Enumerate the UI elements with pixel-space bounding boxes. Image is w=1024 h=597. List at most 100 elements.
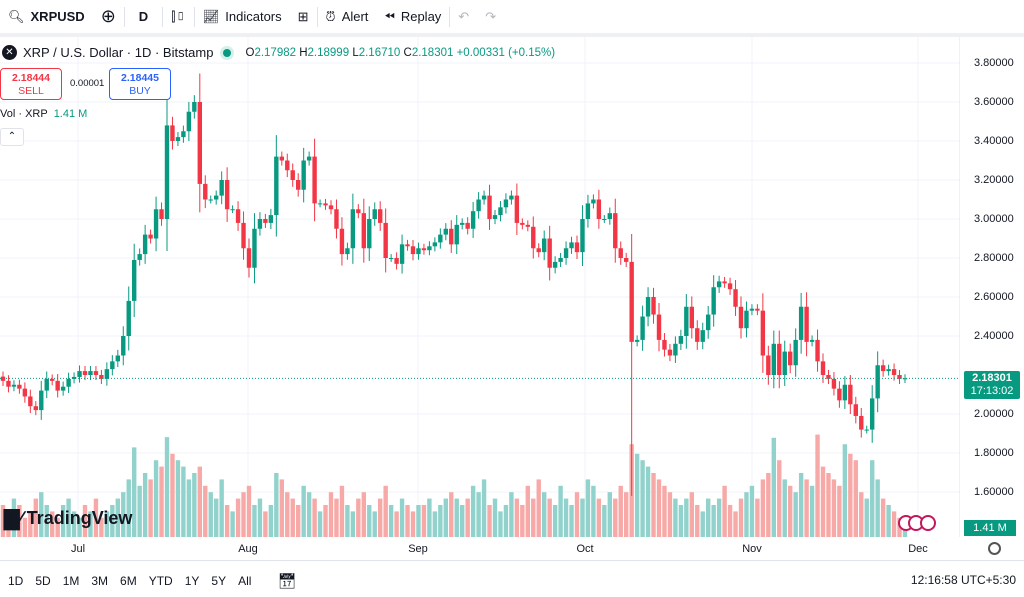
sell-button[interactable]: 2.18444 SELL: [0, 68, 62, 100]
volume-bar: [771, 437, 776, 537]
candle-body: [121, 336, 126, 356]
volume-bar: [891, 511, 897, 537]
candle-body: [405, 244, 410, 247]
clock[interactable]: 12:16:58 UTC+5:30: [910, 573, 1016, 587]
symbol-legend: ✕ XRP / U.S. Dollar · 1D · Bitstamp O2.1…: [2, 45, 555, 60]
candle-body: [339, 228, 345, 255]
candle-body: [738, 306, 744, 329]
chart-type-button[interactable]: ⫿▯: [163, 0, 194, 33]
time-tick: Oct: [576, 543, 594, 555]
volume-bar: [170, 453, 175, 537]
candle-body: [427, 246, 432, 251]
volume-bar: [306, 492, 312, 537]
candle-body: [60, 386, 66, 391]
time-tick: Aug: [238, 543, 258, 555]
candle-body: [487, 195, 492, 219]
market-open-icon: [223, 48, 232, 57]
range-button-3m[interactable]: 3M: [91, 574, 109, 588]
symbol-title[interactable]: XRP / U.S. Dollar · 1D · Bitstamp: [23, 45, 214, 60]
candle-body: [137, 254, 142, 260]
candle-body: [525, 224, 530, 227]
alarm-icon: ⏰︎: [325, 8, 336, 24]
compare-button[interactable]: ⊕: [93, 0, 124, 33]
candle-body: [870, 398, 875, 430]
volume-bar: [481, 479, 487, 537]
candle-body: [263, 219, 268, 223]
volume-bar: [711, 505, 716, 537]
volume-bar: [274, 473, 279, 537]
candle-body: [667, 349, 673, 356]
candle-body: [700, 330, 705, 342]
range-button-5y[interactable]: 5Y: [211, 574, 227, 588]
price-chart[interactable]: [0, 37, 960, 537]
volume-bar: [372, 511, 377, 537]
symbol-search[interactable]: 🔍︎ XRPUSD: [0, 0, 93, 33]
settings-gear-icon[interactable]: [988, 542, 1001, 555]
candle-body: [788, 351, 793, 366]
alert-button[interactable]: ⏰︎ Alert: [318, 0, 377, 33]
volume-bar: [77, 517, 82, 537]
candle-body: [492, 215, 498, 219]
volume-bar: [219, 479, 224, 537]
replay-button[interactable]: ⏪︎ Replay: [376, 0, 449, 33]
volume-bar: [902, 527, 908, 537]
undo-button[interactable]: ↶: [450, 0, 477, 33]
volume-bar: [793, 492, 798, 537]
volume-bar: [296, 505, 301, 537]
candle-body: [727, 283, 733, 290]
tradingview-logo[interactable]: ▇∕ TradingView: [4, 506, 132, 531]
collapse-legend-button[interactable]: ⌃: [0, 128, 24, 146]
volume-bar: [460, 505, 465, 537]
candle-body: [574, 242, 580, 253]
time-tick: Dec: [908, 543, 928, 555]
volume-bar: [11, 498, 17, 537]
redo-button[interactable]: ↷: [477, 0, 504, 33]
range-button-1m[interactable]: 1M: [62, 574, 80, 588]
range-button-5d[interactable]: 5D: [35, 574, 51, 588]
time-axis[interactable]: Jul Aug Sep Oct Nov Dec: [0, 537, 1024, 561]
candle-body: [558, 258, 563, 262]
buy-button[interactable]: 2.18445 BUY: [109, 68, 171, 100]
range-button-ytd[interactable]: YTD: [148, 574, 173, 588]
range-button-1y[interactable]: 1Y: [184, 574, 200, 588]
alert-label: Alert: [341, 9, 369, 24]
candle-body: [481, 195, 487, 200]
volume-bar: [443, 498, 448, 537]
volume-bar: [760, 479, 766, 537]
volume-bar: [383, 485, 388, 537]
candle-body: [6, 380, 11, 387]
candle-body: [115, 355, 120, 362]
volume-bar: [421, 505, 427, 537]
volume-bar: [777, 460, 782, 537]
candle-body: [290, 170, 295, 180]
volume-bar: [580, 498, 585, 537]
divider: [316, 6, 318, 27]
volume-bar: [509, 492, 514, 537]
candle-body: [88, 371, 93, 375]
volume-bar: [399, 498, 405, 537]
candle-body: [350, 209, 356, 249]
range-button-all[interactable]: All: [238, 574, 252, 588]
candle-body: [552, 261, 558, 268]
candle-body: [367, 219, 372, 249]
volume-bar: [689, 492, 694, 537]
xrp-logo-icon: ✕: [2, 45, 17, 60]
time-tick: Nov: [742, 543, 762, 555]
interval-button[interactable]: D: [125, 0, 162, 33]
us-flag-event-icon[interactable]: [920, 515, 936, 531]
candle-body: [793, 339, 798, 366]
range-button-1d[interactable]: 1D: [8, 574, 24, 588]
goto-date-icon[interactable]: 📅︎: [277, 573, 297, 590]
candles-icon: ⫿▯: [171, 8, 186, 24]
price-axis[interactable]: 3.80000 3.60000 3.40000 3.20000 3.00000 2.800…: [960, 37, 1024, 537]
current-price: 2.18301: [972, 372, 1012, 384]
indicators-button[interactable]: 📈︎ Indicators: [195, 0, 290, 33]
candle-body: [656, 314, 662, 340]
volume-bar: [673, 498, 678, 537]
volume-bar: [39, 492, 44, 537]
candle-body: [22, 388, 28, 397]
range-button-6m[interactable]: 6M: [120, 574, 137, 588]
templates-button[interactable]: ⊞: [290, 0, 317, 33]
candle-body: [706, 314, 711, 331]
volume-bar: [602, 505, 607, 537]
